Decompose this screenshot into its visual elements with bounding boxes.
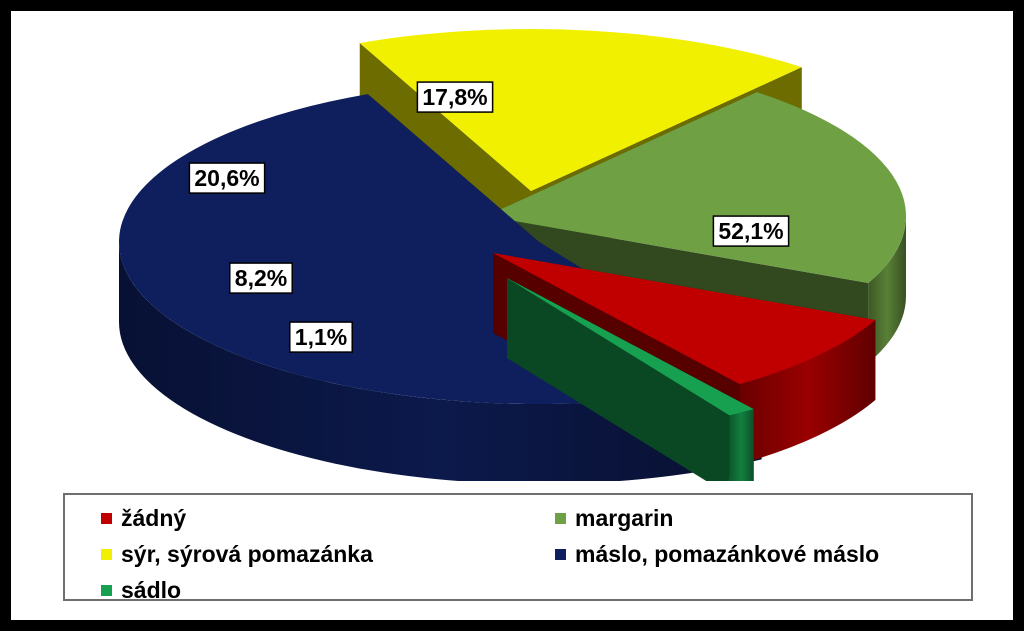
svg-text:17,8%: 17,8% — [422, 84, 487, 110]
pie-chart: 52,1% 17,8% 20,6% 8,2% 1,1% — [119, 29, 906, 481]
data-label-2: 20,6% — [188, 162, 266, 194]
chart-area: 52,1% 17,8% 20,6% 8,2% 1,1% žádný margarin sýr… — [11, 11, 1013, 620]
data-label-0: 52,1% — [712, 215, 790, 247]
pie-side-2-0 — [868, 216, 906, 364]
legend-item: žádný — [101, 505, 186, 532]
pie-slice-4 — [507, 278, 754, 481]
legend-swatch — [555, 513, 566, 524]
pie-side-3-0 — [739, 320, 876, 465]
pie-slice-top-3 — [493, 253, 876, 385]
svg-text:20,6%: 20,6% — [194, 165, 259, 191]
chart-legend: žádný margarin sýr, sýrová pomazánka máslo,… — [63, 493, 973, 604]
legend-swatch — [101, 549, 112, 560]
pie-side-4-0 — [729, 409, 754, 481]
svg-text:8,2%: 8,2% — [235, 265, 287, 291]
data-label-box-3 — [229, 262, 293, 294]
data-label-box-1 — [416, 81, 494, 113]
pie-slice-top-4 — [507, 278, 754, 416]
legend-label: máslo, pomazánkové máslo — [575, 541, 880, 567]
data-label-1: 17,8% — [416, 81, 494, 113]
data-label-box-2 — [188, 162, 266, 194]
data-label-box-0 — [712, 215, 790, 247]
legend-swatch — [101, 585, 112, 596]
legend-item: margarin — [555, 505, 673, 532]
pie-side-0-0 — [119, 242, 762, 481]
legend-label: sádlo — [121, 577, 182, 603]
legend-swatch — [555, 549, 566, 560]
legend-label: margarin — [575, 505, 674, 531]
pie-wall-4-1 — [507, 278, 730, 481]
pie-slice-top-2 — [486, 92, 906, 284]
legend-item: sádlo — [101, 577, 181, 604]
pie-tops — [119, 29, 906, 481]
data-label-box-4 — [289, 321, 353, 353]
legend-item: sýr, sýrová pomazánka — [101, 541, 373, 568]
legend-label: sýr, sýrová pomazánka — [121, 541, 373, 567]
data-label-3: 8,2% — [229, 262, 293, 294]
svg-text:52,1%: 52,1% — [718, 218, 783, 244]
legend-label: žádný — [121, 505, 187, 531]
pie-slice-top-1 — [359, 29, 802, 192]
legend-swatch — [101, 513, 112, 524]
legend-item: máslo, pomazánkové máslo — [555, 541, 879, 568]
svg-text:1,1%: 1,1% — [295, 324, 347, 350]
data-label-4: 1,1% — [289, 321, 353, 353]
